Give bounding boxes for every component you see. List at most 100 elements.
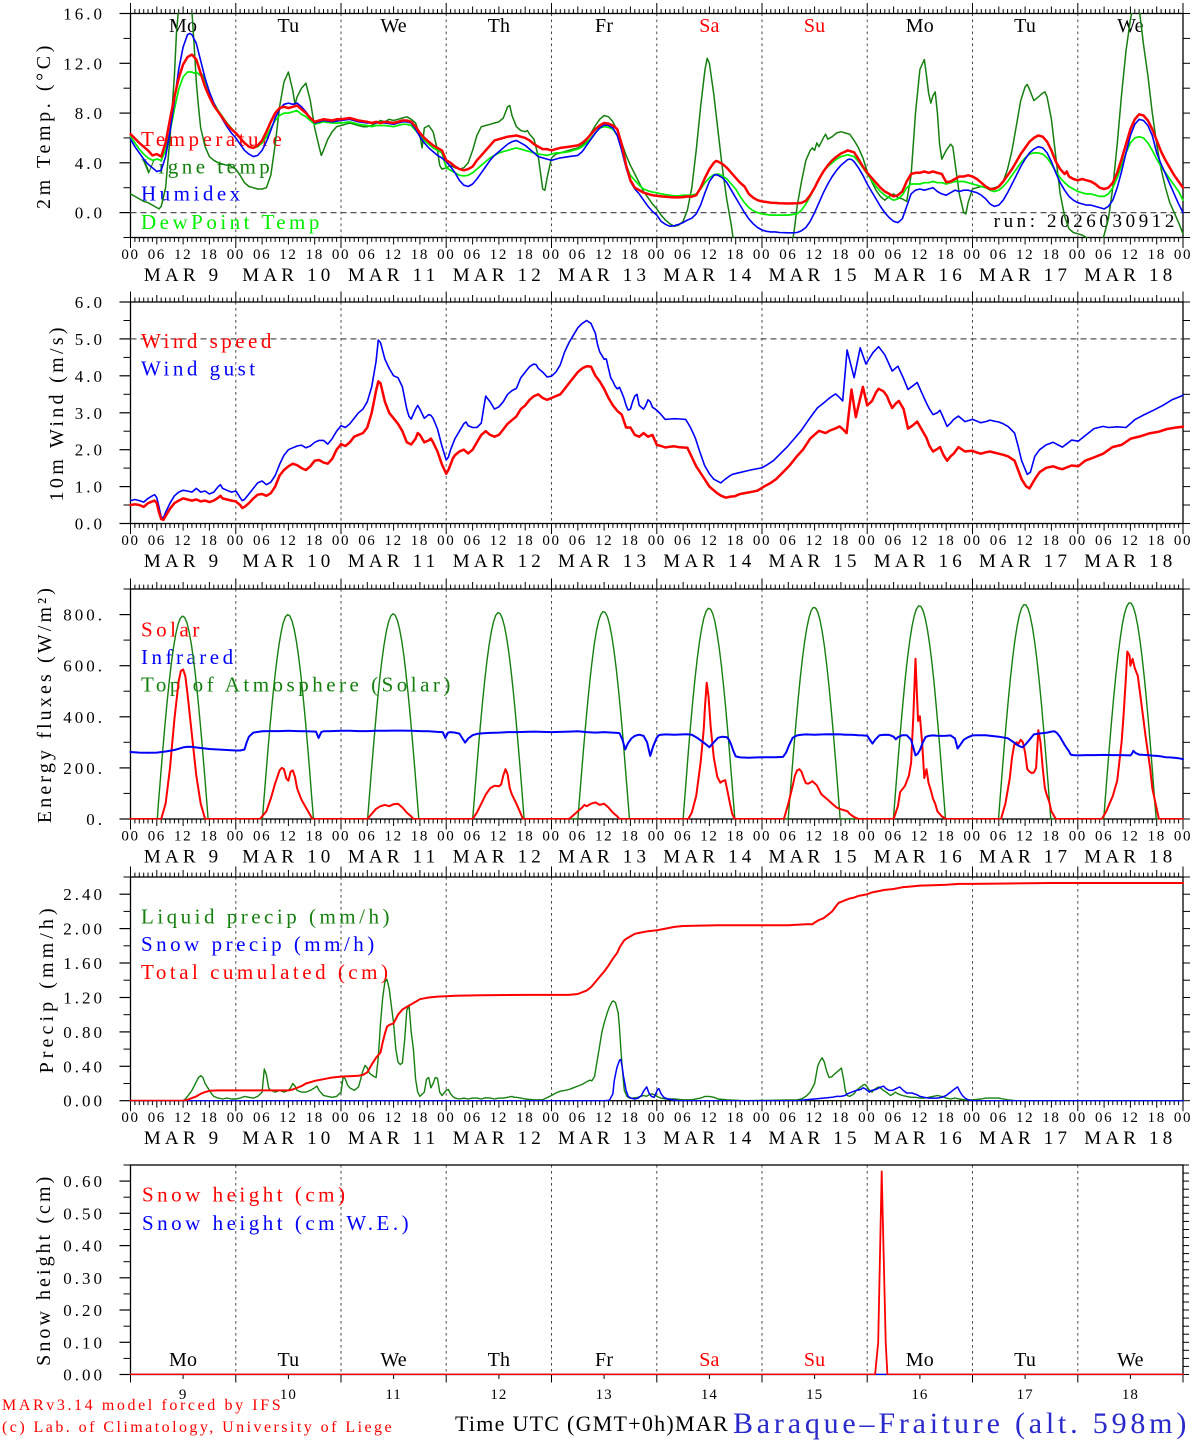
svg-text:18: 18: [1122, 1387, 1139, 1403]
svg-text:MAR 11: MAR 11: [348, 847, 440, 868]
svg-text:06: 06: [253, 1110, 271, 1126]
svg-text:18: 18: [1148, 1110, 1166, 1126]
svg-text:12: 12: [279, 533, 297, 549]
svg-text:run: 2026030912: run: 2026030912: [994, 211, 1178, 232]
svg-text:MAR 18: MAR 18: [1084, 1128, 1176, 1149]
svg-text:5.0: 5.0: [75, 330, 105, 349]
svg-text:00: 00: [227, 1110, 245, 1126]
svg-text:18: 18: [621, 533, 639, 549]
svg-text:12: 12: [490, 829, 508, 845]
svg-text:06: 06: [358, 533, 376, 549]
svg-text:00: 00: [648, 533, 666, 549]
svg-text:4.0: 4.0: [75, 367, 105, 386]
svg-text:00: 00: [753, 533, 771, 549]
svg-text:00: 00: [858, 533, 876, 549]
svg-text:00: 00: [963, 829, 981, 845]
svg-text:2m Temp. (°C): 2m Temp. (°C): [33, 42, 55, 209]
svg-text:18: 18: [411, 1110, 429, 1126]
svg-text:12: 12: [490, 247, 508, 263]
svg-text:06: 06: [253, 533, 271, 549]
svg-text:00: 00: [227, 247, 245, 263]
svg-text:Solar: Solar: [141, 618, 203, 642]
svg-text:12.0: 12.0: [63, 54, 105, 73]
svg-text:12: 12: [279, 247, 297, 263]
svg-text:We: We: [1117, 15, 1144, 37]
svg-text:06: 06: [674, 247, 692, 263]
svg-text:00: 00: [858, 247, 876, 263]
svg-text:0.60: 0.60: [63, 1172, 105, 1191]
svg-text:MAR 13: MAR 13: [558, 1128, 650, 1149]
svg-text:18: 18: [200, 533, 218, 549]
svg-text:12: 12: [279, 1110, 297, 1126]
svg-text:MAR 15: MAR 15: [768, 847, 860, 868]
svg-text:06: 06: [990, 1110, 1008, 1126]
svg-text:0.50: 0.50: [63, 1204, 105, 1223]
svg-text:MAR 10: MAR 10: [242, 265, 334, 286]
svg-text:0.20: 0.20: [63, 1301, 105, 1320]
svg-text:18: 18: [516, 829, 534, 845]
svg-text:MAR 11: MAR 11: [348, 1128, 440, 1149]
svg-text:12: 12: [174, 533, 192, 549]
svg-text:12: 12: [805, 533, 823, 549]
svg-text:12: 12: [1121, 247, 1139, 263]
svg-text:12: 12: [1121, 533, 1139, 549]
svg-text:Tu: Tu: [277, 1349, 299, 1371]
svg-text:Fr: Fr: [595, 15, 613, 37]
svg-text:12: 12: [805, 829, 823, 845]
svg-text:18: 18: [411, 247, 429, 263]
svg-text:MAR 10: MAR 10: [242, 551, 334, 572]
svg-text:Snow precip (mm/h): Snow precip (mm/h): [141, 932, 378, 956]
svg-text:00: 00: [437, 1110, 455, 1126]
svg-text:18: 18: [621, 1110, 639, 1126]
svg-text:8.0: 8.0: [75, 104, 105, 123]
svg-text:00: 00: [121, 533, 139, 549]
svg-text:18: 18: [621, 829, 639, 845]
svg-text:18: 18: [1148, 247, 1166, 263]
svg-text:00: 00: [963, 247, 981, 263]
svg-text:00: 00: [963, 1110, 981, 1126]
svg-text:00: 00: [1069, 247, 1087, 263]
svg-text:00: 00: [1174, 247, 1192, 263]
svg-text:Precip (mm/h): Precip (mm/h): [36, 904, 58, 1073]
svg-text:00: 00: [542, 829, 560, 845]
svg-text:Th: Th: [488, 15, 511, 37]
svg-text:00: 00: [121, 1110, 139, 1126]
svg-text:18: 18: [200, 829, 218, 845]
svg-text:12: 12: [174, 1110, 192, 1126]
svg-text:Sa: Sa: [699, 1349, 719, 1371]
svg-text:800.: 800.: [63, 606, 105, 625]
svg-text:18: 18: [1042, 247, 1060, 263]
svg-text:MAR 14: MAR 14: [663, 1128, 755, 1149]
svg-text:Liquid precip (mm/h): Liquid precip (mm/h): [141, 905, 393, 929]
svg-text:06: 06: [463, 829, 481, 845]
svg-text:06: 06: [884, 829, 902, 845]
svg-text:06: 06: [148, 1110, 166, 1126]
svg-text:06: 06: [148, 829, 166, 845]
svg-text:00: 00: [437, 247, 455, 263]
svg-text:00: 00: [753, 829, 771, 845]
svg-text:18: 18: [306, 533, 324, 549]
svg-text:06: 06: [569, 533, 587, 549]
svg-text:06: 06: [990, 829, 1008, 845]
svg-text:Snow height (cm): Snow height (cm): [33, 1174, 55, 1366]
svg-text:11: 11: [385, 1387, 401, 1403]
svg-text:0.40: 0.40: [63, 1237, 105, 1256]
svg-text:12: 12: [700, 533, 718, 549]
svg-text:2.40: 2.40: [63, 885, 105, 904]
svg-text:MAR 17: MAR 17: [979, 551, 1071, 572]
svg-text:18: 18: [727, 533, 745, 549]
svg-text:06: 06: [148, 247, 166, 263]
svg-text:2.0: 2.0: [75, 441, 105, 460]
svg-text:Infrared: Infrared: [141, 645, 237, 669]
svg-text:06: 06: [358, 829, 376, 845]
svg-text:06: 06: [253, 829, 271, 845]
svg-text:MAR 16: MAR 16: [874, 847, 966, 868]
svg-text:06: 06: [253, 247, 271, 263]
svg-text:12: 12: [1016, 247, 1034, 263]
svg-text:9: 9: [179, 1387, 188, 1403]
svg-text:12: 12: [595, 247, 613, 263]
svg-text:12: 12: [911, 533, 929, 549]
svg-text:18: 18: [516, 533, 534, 549]
svg-text:06: 06: [1095, 829, 1113, 845]
svg-text:06: 06: [569, 247, 587, 263]
